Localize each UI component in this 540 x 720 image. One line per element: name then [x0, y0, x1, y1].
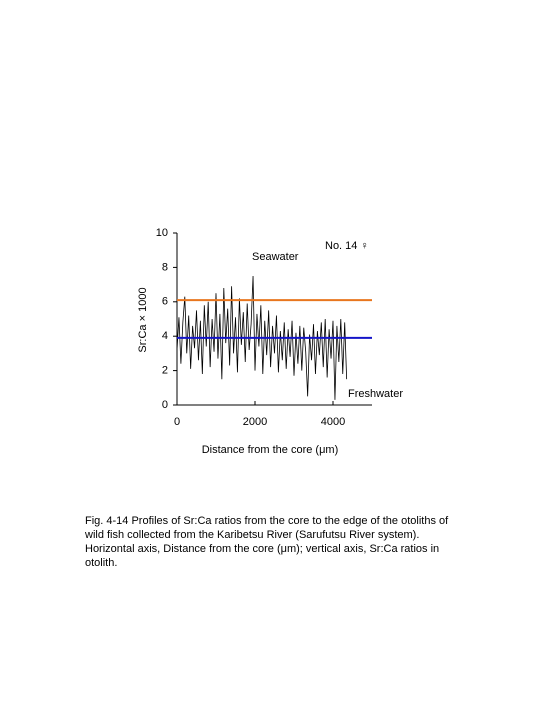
- annotation: No. 14 ♀: [325, 240, 369, 252]
- x-tick-label: 2000: [243, 416, 267, 428]
- reference-label: Freshwater: [348, 388, 403, 400]
- data-line: [176, 275, 348, 400]
- y-tick-label: 6: [162, 296, 168, 308]
- y-tick-label: 4: [162, 330, 168, 342]
- caption: Fig. 4-14 Profiles of Sr:Ca ratios from …: [85, 515, 449, 569]
- y-tick-label: 0: [162, 399, 168, 411]
- y-tick-label: 2: [162, 365, 168, 377]
- y-tick-label: 8: [162, 261, 168, 273]
- y-tick-label: 10: [156, 227, 168, 239]
- x-tick-label: 0: [174, 416, 180, 428]
- reference-label: Seawater: [252, 251, 299, 263]
- x-axis-label: Distance from the core (μm): [202, 444, 339, 456]
- y-axis-label: Sr:Ca × 1000: [137, 287, 149, 352]
- x-tick-label: 4000: [321, 416, 345, 428]
